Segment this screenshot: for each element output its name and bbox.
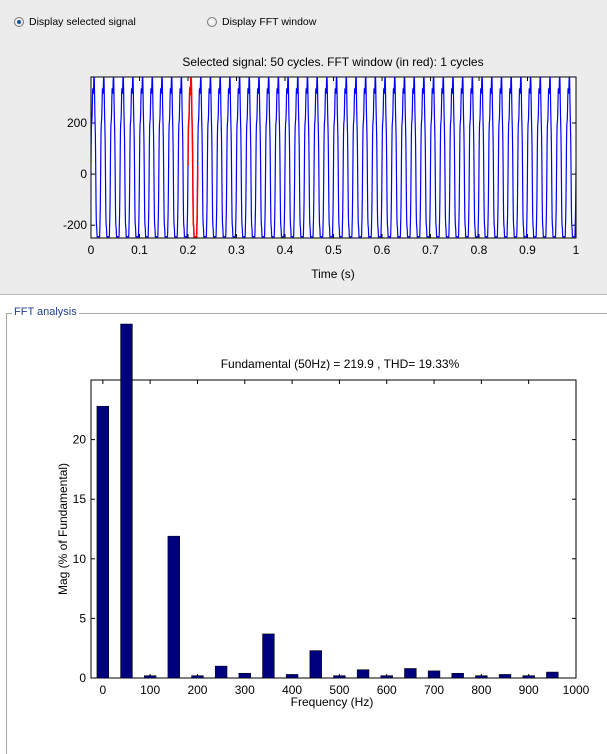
fft-bar (96, 405, 109, 679)
fft-x-tick-label: 100 (140, 683, 160, 697)
fft-window-waveform (187, 77, 199, 238)
fft-chart: Fundamental (50Hz) = 219.9 , THD= 19.33%… (56, 323, 590, 709)
fft-bar (475, 675, 488, 679)
fft-bar (191, 675, 204, 679)
fft-y-axis: 0 5 10 15 20 (73, 433, 576, 685)
signal-y-tick-label: -200 (63, 218, 87, 232)
fft-x-axis-label: Frequency (Hz) (291, 695, 374, 709)
signal-x-tick-label: 0.8 (471, 243, 488, 257)
display-fft-window-label: Display FFT window (222, 16, 317, 28)
fft-bar (356, 669, 370, 679)
fft-plot-area (90, 379, 577, 679)
fft-bar (214, 665, 228, 679)
fft-bar (498, 674, 512, 679)
fft-chart-title: Fundamental (50Hz) = 219.9 , THD= 19.33% (221, 357, 460, 371)
signal-y-tick-label: 0 (80, 167, 87, 181)
fft-bar (404, 668, 417, 679)
fft-x-tick-label: 600 (377, 683, 397, 697)
fft-analysis-legend: FFT analysis (12, 306, 79, 318)
fft-y-tick-label: 5 (79, 611, 86, 625)
fft-x-axis: 0 100 200 300 400 500 600 700 800 900 1000 (99, 380, 590, 697)
fft-x-tick-label: 800 (471, 683, 491, 697)
fft-bar (167, 535, 180, 679)
signal-x-axis-label: Time (s) (311, 267, 355, 281)
fft-bar (546, 671, 559, 679)
fft-y-axis-label: Mag (% of Fundamental) (56, 463, 70, 595)
signal-x-tick-label: 0.5 (325, 243, 342, 257)
fft-bar (262, 633, 275, 679)
fft-x-tick-label: 900 (519, 683, 539, 697)
signal-x-axis: 0 0.1 0.2 0.3 0.4 0.5 0.6 0.7 0.8 0.9 1 (88, 77, 580, 257)
fft-y-tick-label: 0 (79, 671, 86, 685)
fft-bar (427, 670, 441, 679)
fft-x-tick-label: 300 (235, 683, 255, 697)
display-fft-window-option[interactable]: Display FFT window (207, 16, 316, 28)
fft-y-tick-label: 15 (73, 492, 87, 506)
fft-x-tick-label: 400 (282, 683, 302, 697)
fft-bar (285, 674, 299, 679)
signal-y-axis: -200 0 200 (63, 116, 576, 232)
fft-x-tick-label: 500 (329, 683, 349, 697)
signal-x-tick-label: 0.6 (374, 243, 391, 257)
display-selected-signal-option[interactable]: Display selected signal (14, 16, 136, 28)
signal-x-tick-label: 0 (88, 243, 95, 257)
display-selected-signal-label: Display selected signal (29, 16, 136, 28)
fft-bar (238, 672, 251, 679)
signal-chart: Selected signal: 50 cycles. FFT window (… (63, 55, 580, 281)
signal-waveform (91, 77, 576, 238)
fft-x-tick-label: 0 (99, 683, 106, 697)
signal-x-tick-label: 0.4 (277, 243, 294, 257)
signal-x-tick-label: 0.2 (180, 243, 197, 257)
fft-bar (451, 672, 464, 679)
fft-analysis-group (6, 313, 607, 754)
fft-bar (143, 675, 157, 679)
fft-x-tick-label: 200 (187, 683, 207, 697)
signal-x-tick-label: 0.1 (131, 243, 148, 257)
fft-x-tick-label: 700 (424, 683, 444, 697)
fft-x-tick-label: 1000 (563, 683, 590, 697)
fft-y-tick-label: 20 (73, 433, 87, 447)
display-fft-window-radio[interactable] (207, 17, 217, 27)
fft-y-tick-label: 10 (73, 552, 87, 566)
signal-x-tick-label: 0.3 (228, 243, 245, 257)
signal-x-tick-label: 0.9 (519, 243, 536, 257)
fft-bar (522, 675, 535, 679)
fft-bars (96, 323, 559, 679)
fft-bar (120, 323, 133, 679)
signal-chart-title: Selected signal: 50 cycles. FFT window (… (182, 55, 483, 69)
display-selected-signal-radio[interactable] (14, 17, 24, 27)
signal-y-tick-label: 200 (67, 116, 87, 130)
fft-bar (309, 650, 322, 679)
signal-x-tick-label: 0.7 (422, 243, 439, 257)
fft-bar (380, 675, 393, 679)
fft-bar (333, 675, 346, 679)
signal-panel: Display selected signal Display FFT wind… (0, 0, 607, 295)
signal-x-tick-label: 1 (573, 243, 580, 257)
